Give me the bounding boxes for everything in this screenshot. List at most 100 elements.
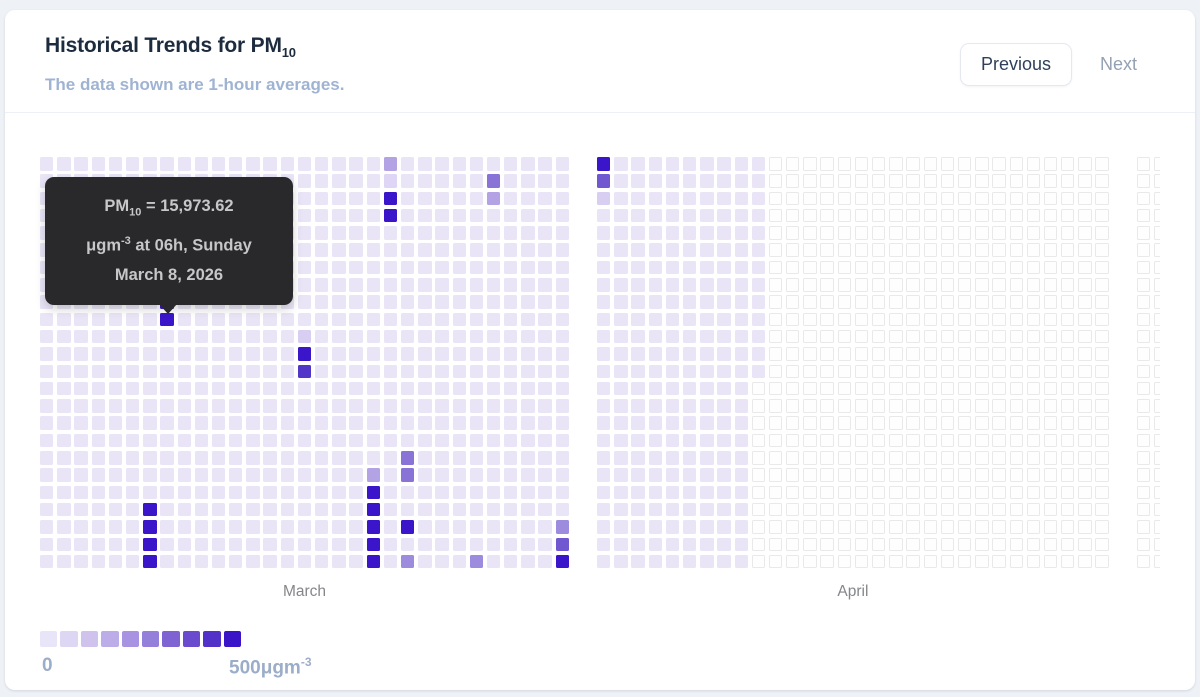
heatmap-cell[interactable] — [614, 174, 628, 188]
heatmap-cell[interactable] — [418, 520, 432, 534]
heatmap-cell[interactable] — [751, 537, 766, 552]
heatmap-cell[interactable] — [1154, 243, 1160, 257]
heatmap-cell[interactable] — [837, 347, 852, 361]
heatmap-cell[interactable] — [418, 381, 432, 396]
heatmap-cell[interactable] — [280, 433, 295, 448]
heatmap-cell[interactable] — [418, 174, 432, 188]
heatmap-cell[interactable] — [975, 381, 989, 396]
heatmap-cell[interactable] — [597, 329, 611, 344]
heatmap-cell[interactable] — [57, 502, 71, 517]
heatmap-cell[interactable] — [40, 157, 54, 171]
heatmap-cell[interactable] — [803, 174, 817, 188]
heatmap-cell[interactable] — [614, 520, 628, 534]
heatmap-cell[interactable] — [1061, 381, 1075, 396]
heatmap-cell[interactable] — [91, 554, 105, 569]
heatmap-cell[interactable] — [143, 502, 157, 517]
heatmap-cell[interactable] — [366, 451, 380, 465]
heatmap-cell[interactable] — [923, 191, 937, 206]
heatmap-cell[interactable] — [957, 226, 972, 240]
heatmap-cell[interactable] — [751, 243, 766, 257]
heatmap-cell[interactable] — [820, 520, 834, 534]
heatmap-cell[interactable] — [614, 451, 628, 465]
heatmap-cell[interactable] — [1026, 502, 1041, 517]
heatmap-cell[interactable] — [837, 381, 852, 396]
heatmap-cell[interactable] — [751, 502, 766, 517]
heatmap-cell[interactable] — [57, 554, 71, 569]
heatmap-cell[interactable] — [315, 537, 329, 552]
heatmap-cell[interactable] — [1154, 502, 1160, 517]
heatmap-cell[interactable] — [1154, 364, 1160, 379]
heatmap-cell[interactable] — [1043, 554, 1058, 569]
heatmap-cell[interactable] — [177, 347, 191, 361]
heatmap-cell[interactable] — [1026, 416, 1041, 430]
heatmap-cell[interactable] — [631, 260, 645, 275]
heatmap-cell[interactable] — [74, 468, 88, 482]
heatmap-cell[interactable] — [160, 520, 174, 534]
heatmap-cell[interactable] — [837, 520, 852, 534]
heatmap-cell[interactable] — [768, 226, 783, 240]
heatmap-cell[interactable] — [751, 174, 766, 188]
heatmap-cell[interactable] — [717, 537, 731, 552]
heatmap-cell[interactable] — [631, 381, 645, 396]
heatmap-cell[interactable] — [992, 329, 1006, 344]
heatmap-cell[interactable] — [665, 208, 680, 223]
heatmap-cell[interactable] — [469, 295, 484, 309]
heatmap-cell[interactable] — [555, 157, 570, 171]
heatmap-cell[interactable] — [297, 347, 312, 361]
heatmap-cell[interactable] — [435, 416, 449, 430]
heatmap-cell[interactable] — [486, 502, 501, 517]
heatmap-cell[interactable] — [538, 433, 552, 448]
heatmap-cell[interactable] — [366, 485, 380, 500]
heatmap-cell[interactable] — [555, 243, 570, 257]
heatmap-cell[interactable] — [143, 312, 157, 327]
heatmap-cell[interactable] — [521, 502, 535, 517]
heatmap-cell[interactable] — [538, 502, 552, 517]
heatmap-cell[interactable] — [923, 364, 937, 379]
heatmap-cell[interactable] — [504, 174, 518, 188]
heatmap-cell[interactable] — [975, 260, 989, 275]
heatmap-cell[interactable] — [1095, 451, 1109, 465]
heatmap-cell[interactable] — [332, 364, 346, 379]
heatmap-cell[interactable] — [486, 157, 501, 171]
heatmap-cell[interactable] — [418, 278, 432, 292]
heatmap-cell[interactable] — [418, 295, 432, 309]
heatmap-cell[interactable] — [665, 554, 680, 569]
heatmap-cell[interactable] — [957, 399, 972, 413]
heatmap-cell[interactable] — [648, 260, 662, 275]
heatmap-cell[interactable] — [521, 451, 535, 465]
heatmap-cell[interactable] — [297, 260, 312, 275]
heatmap-cell[interactable] — [469, 191, 484, 206]
heatmap-cell[interactable] — [1026, 347, 1041, 361]
heatmap-cell[interactable] — [957, 468, 972, 482]
heatmap-cell[interactable] — [648, 468, 662, 482]
heatmap-cell[interactable] — [504, 243, 518, 257]
heatmap-cell[interactable] — [538, 329, 552, 344]
heatmap-cell[interactable] — [143, 520, 157, 534]
heatmap-cell[interactable] — [768, 157, 783, 171]
heatmap-cell[interactable] — [717, 295, 731, 309]
heatmap-cell[interactable] — [1043, 260, 1058, 275]
heatmap-cell[interactable] — [597, 243, 611, 257]
heatmap-cell[interactable] — [57, 381, 71, 396]
heatmap-cell[interactable] — [280, 329, 295, 344]
heatmap-cell[interactable] — [665, 502, 680, 517]
heatmap-cell[interactable] — [297, 468, 312, 482]
heatmap-cell[interactable] — [383, 260, 398, 275]
heatmap-cell[interactable] — [992, 433, 1006, 448]
heatmap-cell[interactable] — [280, 416, 295, 430]
heatmap-cell[interactable] — [631, 364, 645, 379]
heatmap-cell[interactable] — [631, 157, 645, 171]
heatmap-cell[interactable] — [923, 468, 937, 482]
heatmap-cell[interactable] — [889, 226, 903, 240]
heatmap-cell[interactable] — [555, 364, 570, 379]
heatmap-cell[interactable] — [717, 502, 731, 517]
heatmap-cell[interactable] — [1095, 537, 1109, 552]
heatmap-cell[interactable] — [1009, 226, 1023, 240]
heatmap-cell[interactable] — [349, 226, 363, 240]
heatmap-cell[interactable] — [1061, 399, 1075, 413]
heatmap-cell[interactable] — [1154, 451, 1160, 465]
heatmap-cell[interactable] — [820, 399, 834, 413]
heatmap-cell[interactable] — [40, 554, 54, 569]
heatmap-cell[interactable] — [872, 520, 886, 534]
heatmap-cell[interactable] — [1078, 451, 1092, 465]
